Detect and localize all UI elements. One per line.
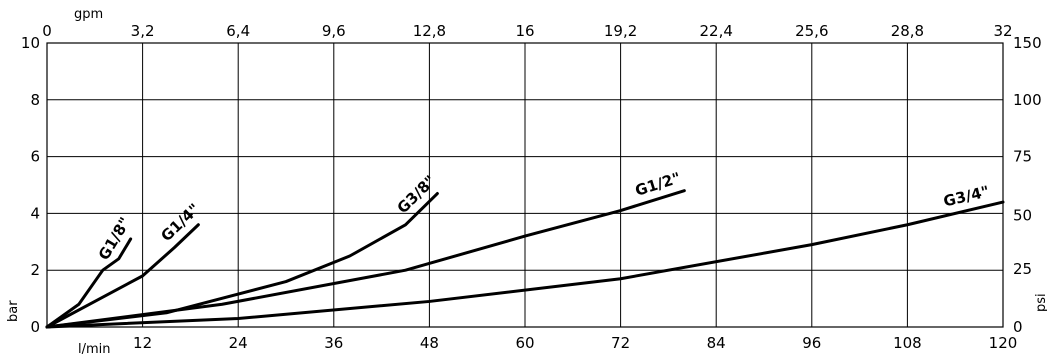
- y-left-tick-label: 0: [30, 318, 40, 336]
- x-top-tick-label: 9,6: [322, 22, 346, 40]
- x-bottom-tick-label: 120: [989, 334, 1018, 352]
- y-right-tick-label: 150: [1013, 34, 1042, 52]
- y-right-tick-label: 0: [1013, 318, 1023, 336]
- x-top-tick-label: 3,2: [131, 22, 155, 40]
- y-left-tick-label: 4: [30, 204, 40, 222]
- y-left-axis-label: bar: [6, 300, 21, 322]
- x-bottom-tick-label: 48: [420, 334, 439, 352]
- x-bottom-tick-label: 72: [611, 334, 630, 352]
- y-left-tick-label: 6: [30, 148, 40, 166]
- y-right-axis-label: psi: [1034, 293, 1047, 312]
- x-bottom-tick-label: 60: [515, 334, 534, 352]
- x-top-tick-label: 0: [42, 22, 52, 40]
- y-left-tick-label: 10: [21, 34, 40, 52]
- grid: [46, 42, 1004, 328]
- series-label: G3/8": [394, 172, 440, 217]
- series-label: G1/2": [633, 169, 683, 200]
- x-top-tick-label: 6,4: [226, 22, 250, 40]
- series-label: G1/4": [157, 200, 203, 245]
- y-left-tick-label: 8: [30, 91, 40, 109]
- y-right-tick-label: 25: [1013, 260, 1032, 278]
- x-bottom-tick-label: 36: [324, 334, 343, 352]
- x-bottom-axis-label: l/min: [78, 342, 111, 356]
- series-line-4: [45, 200, 1005, 329]
- x-bottom-tick-label: 84: [707, 334, 726, 352]
- series-line-1: [45, 223, 200, 329]
- x-top-tick-label: 19,2: [604, 22, 637, 40]
- y-left-tick-label: 2: [30, 261, 40, 279]
- x-top-tick-label: 28,8: [891, 22, 924, 40]
- y-right-tick-label: 100: [1013, 91, 1042, 109]
- x-bottom-tick-label: 12: [133, 334, 152, 352]
- series-label: G1/8": [95, 214, 134, 263]
- y-right-tick-label: 75: [1013, 148, 1032, 166]
- x-bottom-tick-label: 96: [802, 334, 821, 352]
- x-top-axis-label: gpm: [74, 7, 103, 22]
- x-top-tick-label: 12,8: [413, 22, 446, 40]
- x-bottom-tick-label: 108: [893, 334, 922, 352]
- series-line-0: [45, 237, 133, 329]
- series-line-3: [45, 189, 686, 329]
- x-top-tick-label: 16: [515, 22, 534, 40]
- x-top-tick-label: 22,4: [699, 22, 732, 40]
- y-right-tick-label: 50: [1013, 206, 1032, 224]
- x-top-tick-label: 25,6: [795, 22, 828, 40]
- x-bottom-tick-label: 24: [229, 334, 248, 352]
- x-top-tick-label: 32: [993, 22, 1012, 40]
